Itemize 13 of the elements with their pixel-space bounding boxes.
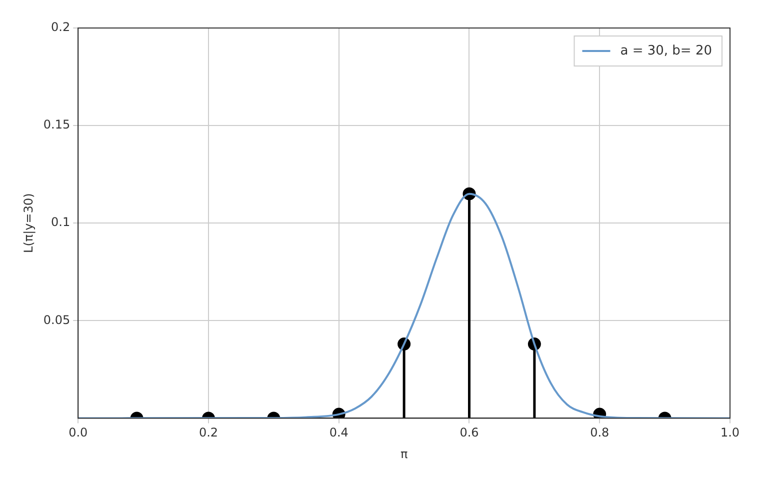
x-axis-title: π (400, 446, 408, 461)
x-tick-label: 0.2 (198, 426, 218, 440)
x-tick-label: 1.0 (720, 426, 740, 440)
x-tick-label: 0.6 (460, 426, 479, 440)
y-tick-label: 0.2 (51, 20, 70, 34)
x-tick-label: 0.0 (68, 426, 88, 440)
x-tick-label: 0.8 (590, 426, 610, 440)
y-tick-label: 0.1 (51, 215, 70, 230)
y-tick-label: 0.05 (43, 312, 70, 327)
x-tick-label: 0.4 (329, 426, 348, 440)
y-axis-title: L(π|y=30) (21, 193, 36, 253)
legend-label: a = 30, b= 20 (620, 43, 712, 58)
y-tick-label: 0.15 (43, 118, 70, 132)
